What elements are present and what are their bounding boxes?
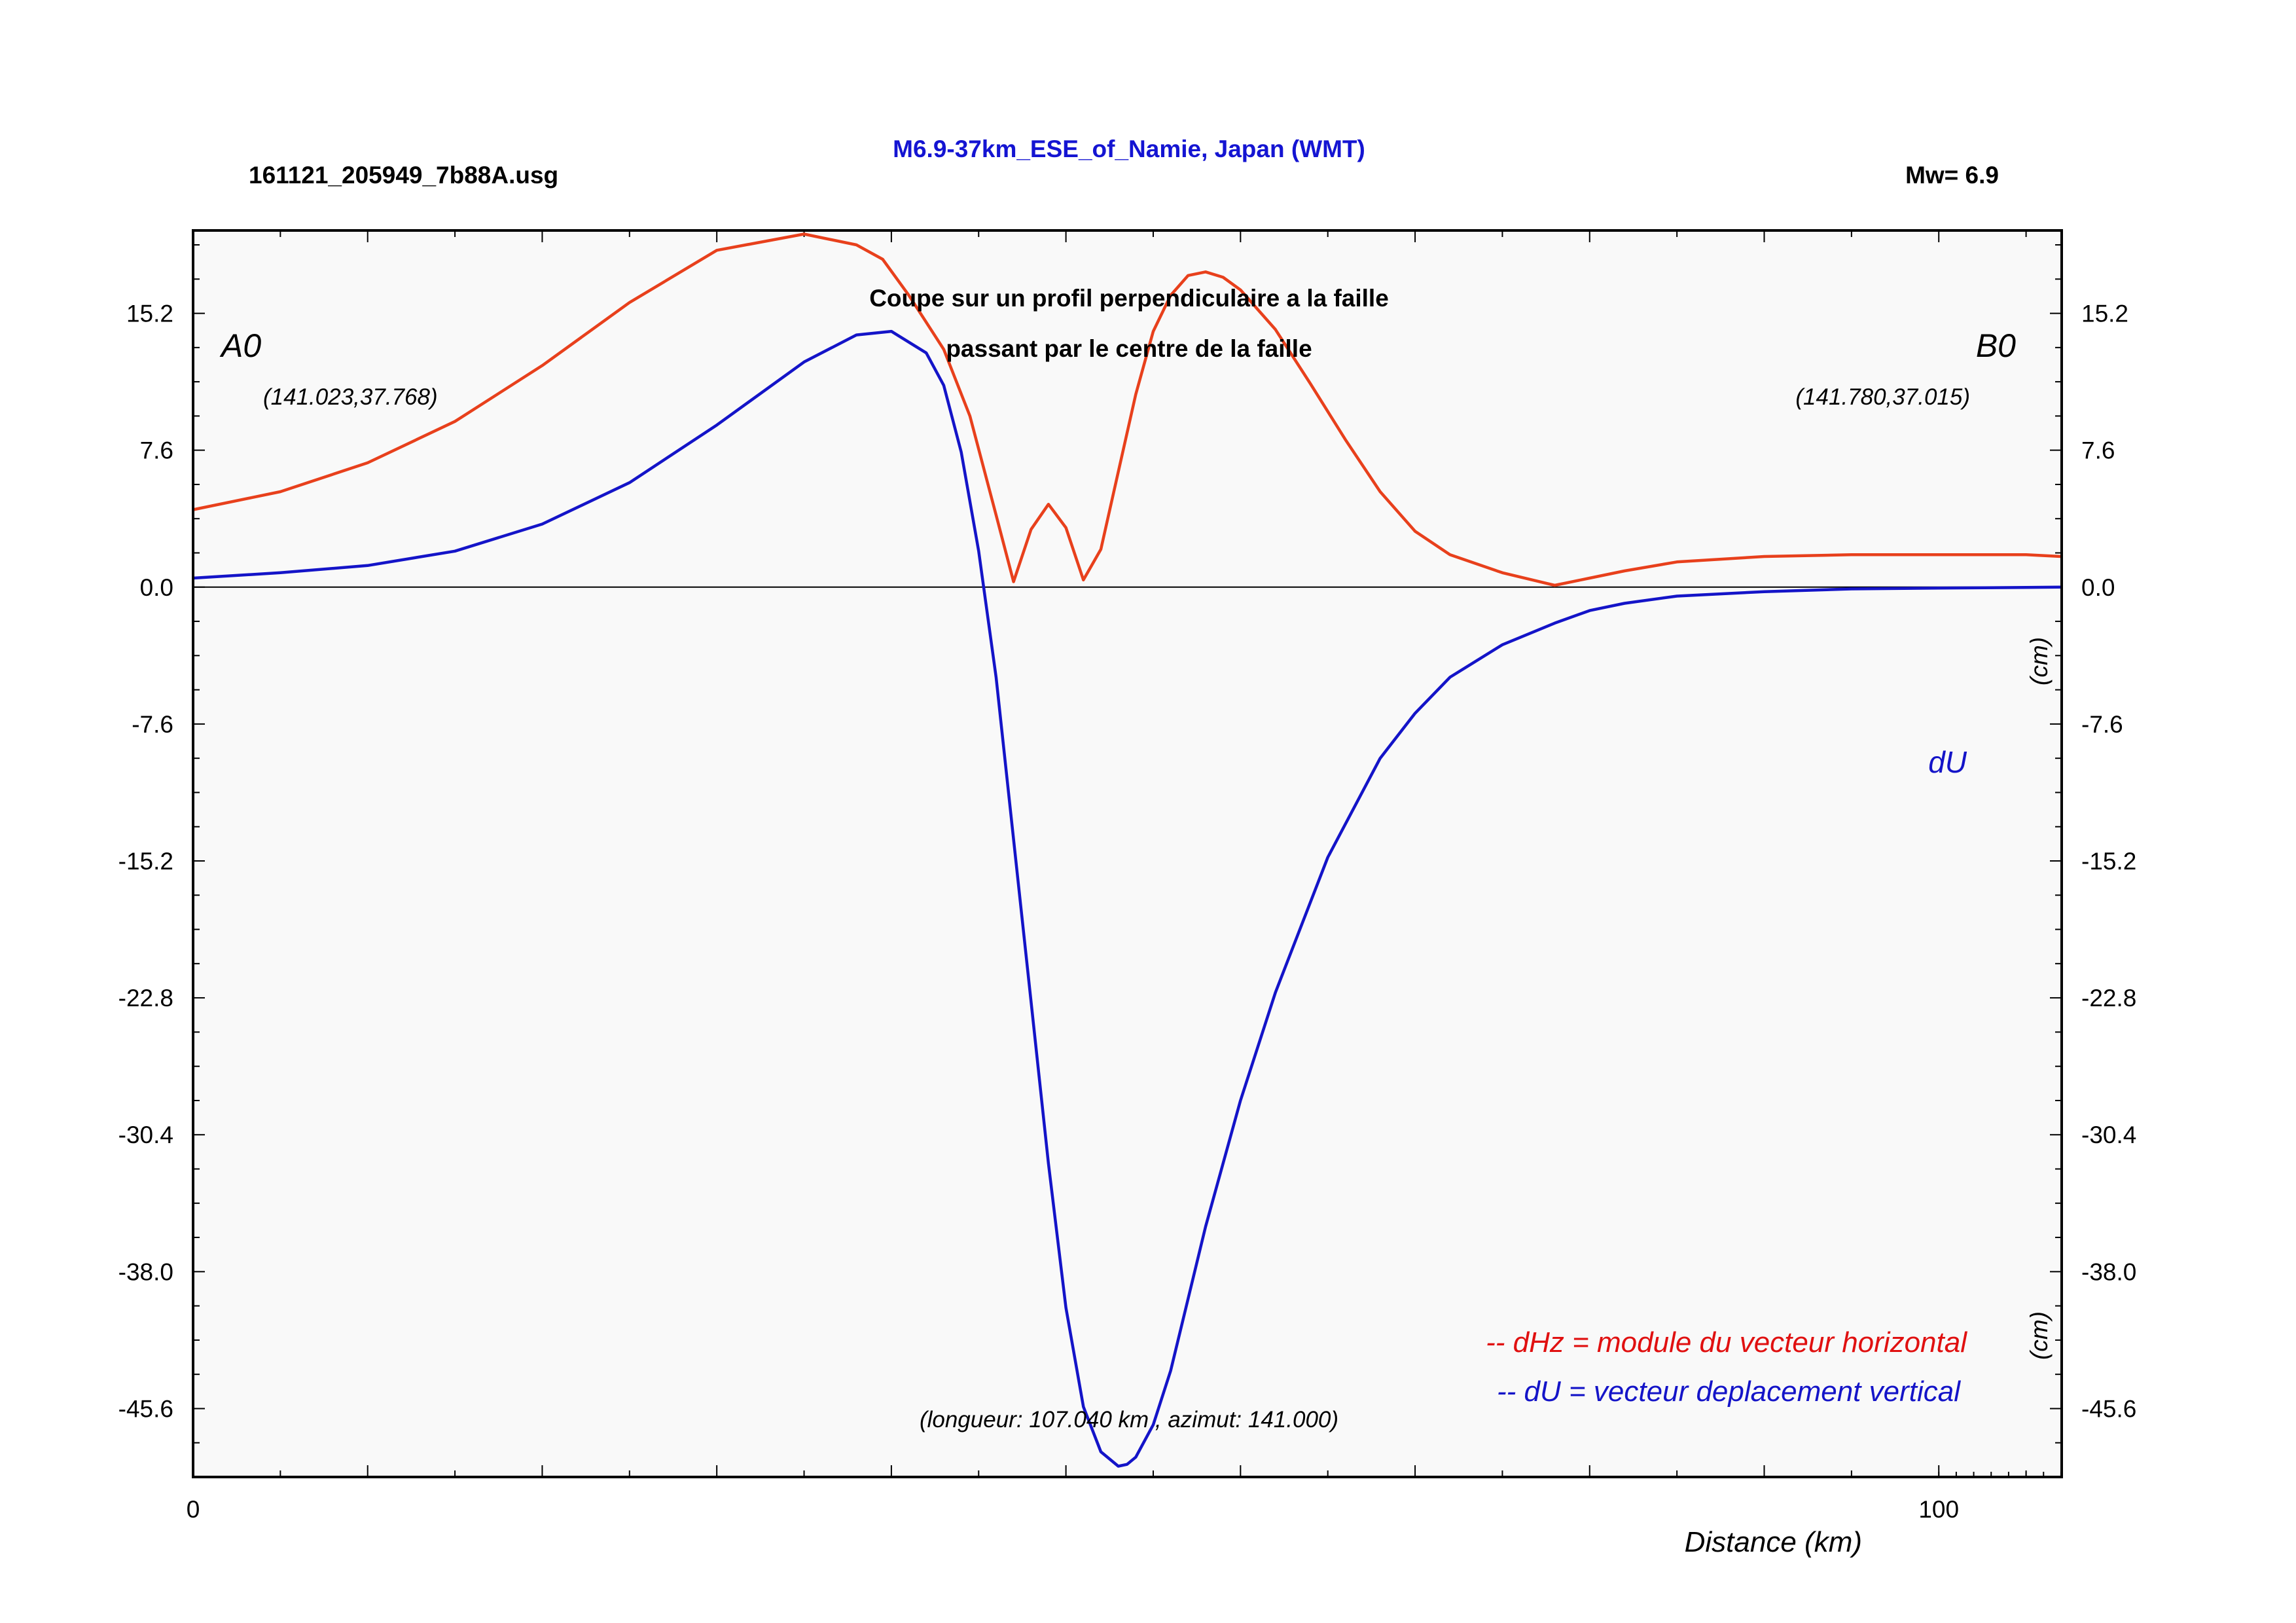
y-tick-label-left: 7.6 <box>140 437 173 464</box>
y-tick-label-left: -30.4 <box>118 1122 173 1148</box>
start-point-label: A0 <box>219 327 261 364</box>
end-point-coords: (141.780,37.015) <box>1795 384 1970 410</box>
y-tick-label-left: 0.0 <box>140 574 173 601</box>
x-tick-label: 100 <box>1918 1496 1959 1523</box>
y-tick-label-right: -15.2 <box>2081 848 2136 875</box>
y-tick-label-right: -7.6 <box>2081 711 2123 738</box>
section-title-line-2: passant par le centre de la faille <box>946 335 1312 362</box>
x-tick-labels: 0 100 <box>187 1496 1959 1523</box>
unit-label-upper: (cm) <box>2026 637 2053 685</box>
y-tick-label-right: -45.6 <box>2081 1395 2136 1422</box>
event-title: M6.9-37km_ESE_of_Namie, Japan (WMT) <box>893 136 1365 162</box>
legend-dhz: -- dHz = module du vecteur horizontal <box>1486 1326 1967 1359</box>
legend-du: -- dU = vecteur deplacement vertical <box>1497 1376 1961 1408</box>
y-tick-label-right: 15.2 <box>2081 301 2128 327</box>
y-tick-label-right: -30.4 <box>2081 1122 2136 1148</box>
y-tick-labels-right: 15.2 7.6 0.0 -7.6 -15.2 -22.8 -30.4 -38.0 -45.6 <box>2081 301 2136 1423</box>
y-tick-label-right: 0.0 <box>2081 574 2115 601</box>
y-tick-label-left: -15.2 <box>118 848 173 875</box>
profile-length-info: (longueur: 107.040 km , azimut: 141.000) <box>920 1407 1338 1432</box>
start-point-coords: (141.023,37.768) <box>263 384 438 410</box>
y-tick-label-right: -22.8 <box>2081 985 2136 1012</box>
plot-area <box>193 230 2062 1477</box>
series-line-du <box>192 329 2061 1468</box>
y-tick-label-right: 7.6 <box>2081 437 2115 464</box>
series-line-dhz <box>192 232 2062 587</box>
magnitude: Mw= 6.9 <box>1905 162 1999 189</box>
y-tick-labels-left: 15.2 7.6 0.0 -7.6 -15.2 -22.8 -30.4 -38.0 -45.6 <box>118 301 173 1423</box>
y-tick-label-left: -22.8 <box>118 985 173 1012</box>
unit-label-lower: (cm) <box>2026 1311 2053 1360</box>
y-tick-label-left: -7.6 <box>132 711 173 738</box>
plot-frame <box>192 229 2063 1478</box>
y-tick-label-left: -45.6 <box>118 1395 173 1422</box>
y-tick-label-left: -38.0 <box>118 1258 173 1285</box>
section-title-line-1: Coupe sur un profil perpendiculaire a la… <box>869 285 1389 312</box>
y-tick-label-right: -38.0 <box>2081 1258 2136 1285</box>
end-point-label: B0 <box>1976 327 2016 364</box>
y-tick-label-left: 15.2 <box>126 301 173 327</box>
x-axis-label: Distance (km) <box>1685 1526 1862 1558</box>
du-series-label: dU <box>1928 745 1967 779</box>
file-name: 161121_205949_7b88A.usg <box>249 162 558 189</box>
x-tick-label: 0 <box>187 1496 200 1523</box>
